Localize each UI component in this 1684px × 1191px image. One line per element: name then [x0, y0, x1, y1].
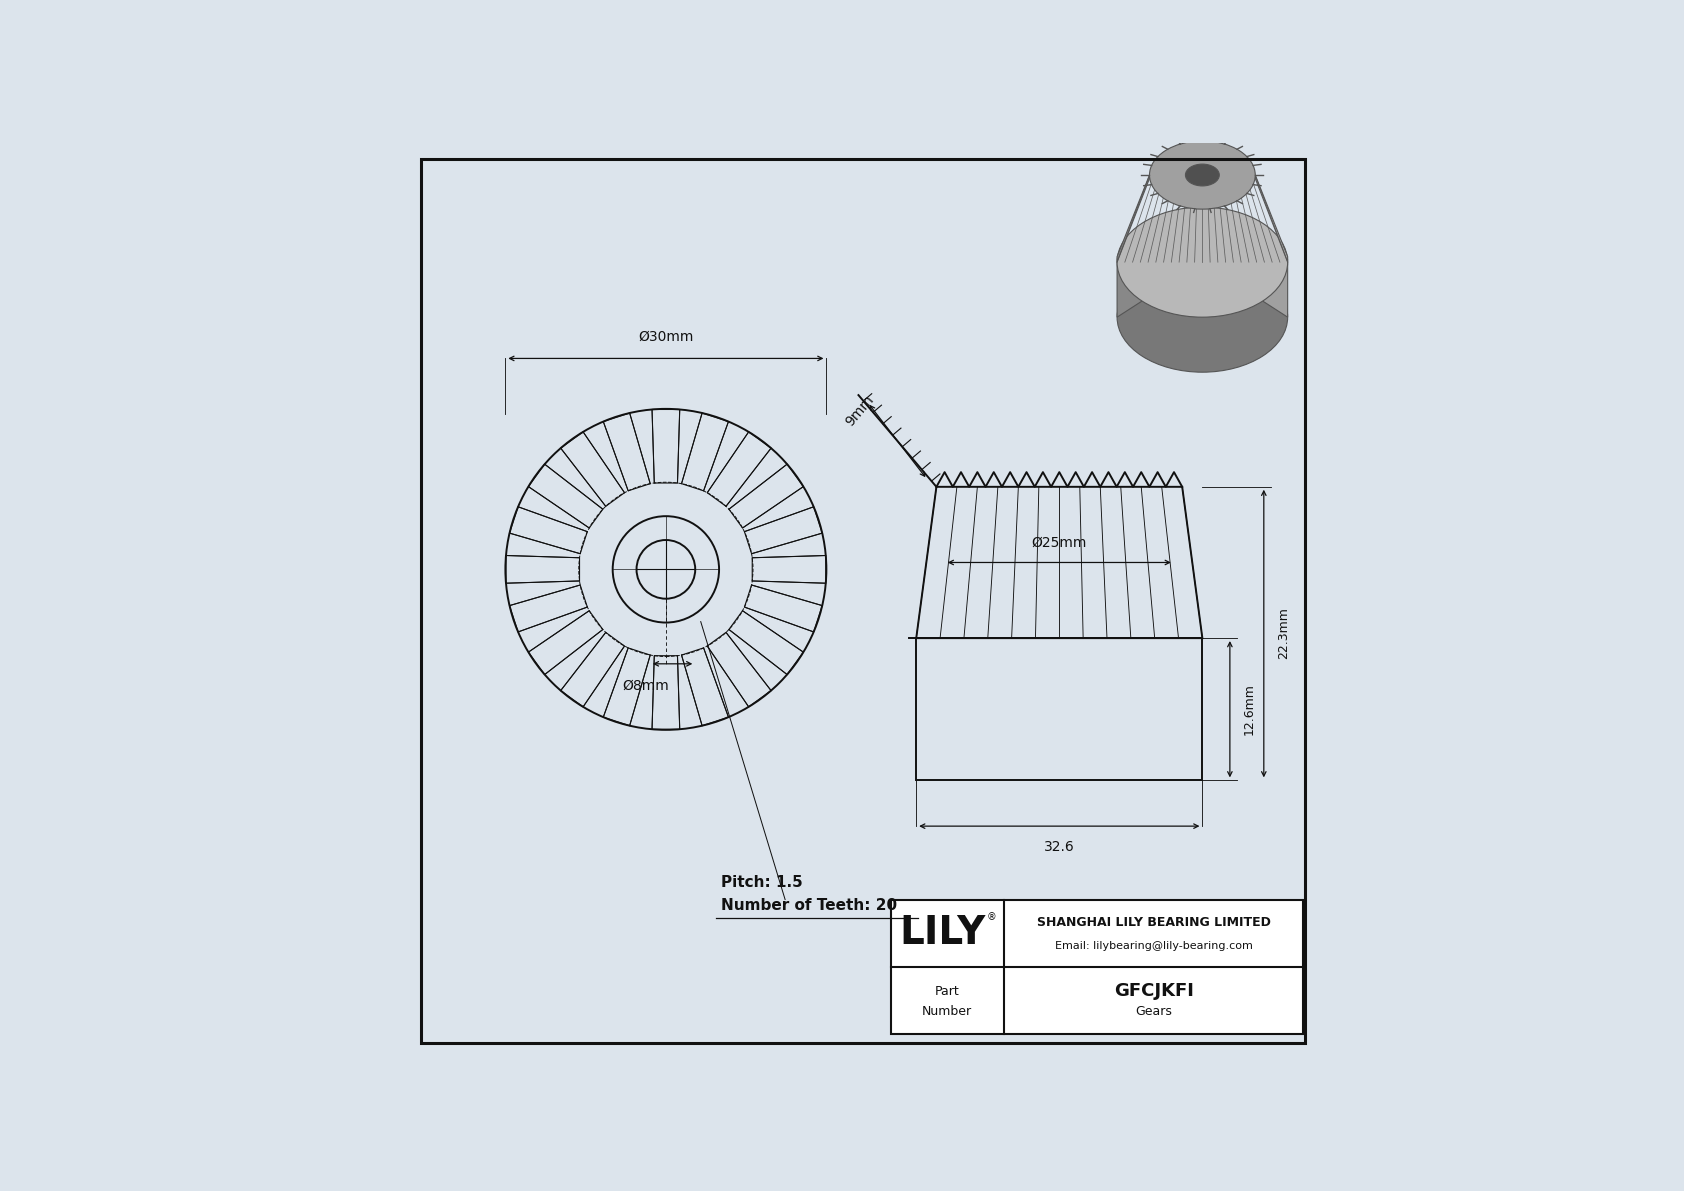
Polygon shape [1116, 175, 1150, 262]
Text: ®: ® [987, 911, 997, 922]
Text: Ø30mm: Ø30mm [638, 330, 694, 344]
Ellipse shape [1116, 262, 1288, 372]
Bar [891, 899, 1303, 1034]
Polygon shape [1116, 207, 1202, 317]
Text: Gears: Gears [1135, 1005, 1172, 1018]
Text: Number of Teeth: 20: Number of Teeth: 20 [721, 898, 898, 913]
Polygon shape [1202, 207, 1288, 317]
Text: 22.3mm: 22.3mm [1276, 607, 1290, 660]
Text: 32.6: 32.6 [1044, 840, 1074, 854]
Text: Ø8mm: Ø8mm [621, 679, 669, 692]
Bar [916, 638, 1202, 780]
Text: Pitch: 1.5: Pitch: 1.5 [721, 875, 803, 891]
Text: Part: Part [935, 985, 960, 998]
Text: Number: Number [923, 1005, 972, 1018]
Ellipse shape [1116, 207, 1288, 317]
Text: Ø25mm: Ø25mm [1032, 536, 1086, 549]
Text: LILY: LILY [899, 915, 985, 953]
Text: Email: lilybearing@lily-bearing.com: Email: lilybearing@lily-bearing.com [1054, 941, 1253, 952]
Ellipse shape [1186, 164, 1219, 186]
Text: 12.6mm: 12.6mm [1243, 684, 1256, 735]
Text: GFCJKFI: GFCJKFI [1113, 983, 1194, 1000]
Ellipse shape [1150, 141, 1255, 210]
Text: 9mm: 9mm [844, 393, 877, 429]
Text: SHANGHAI LILY BEARING LIMITED: SHANGHAI LILY BEARING LIMITED [1037, 916, 1271, 929]
Polygon shape [1255, 175, 1288, 262]
Bar [891, 899, 1303, 1034]
